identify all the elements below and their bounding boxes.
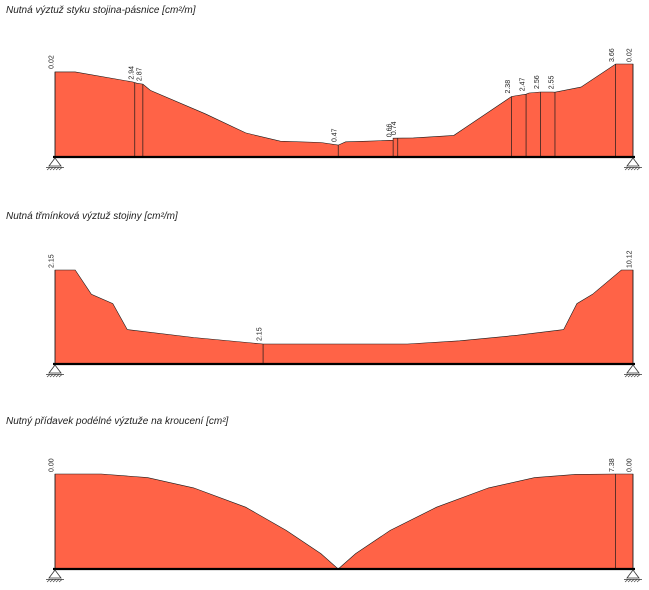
- value-label: 10.12: [627, 250, 634, 268]
- support-triangle: [48, 569, 62, 579]
- support-hatch: [58, 167, 63, 171]
- support-hatch: [49, 579, 54, 583]
- value-label: 0.02: [49, 55, 56, 69]
- value-label: 0.74: [391, 121, 398, 135]
- value-label: 2.87: [136, 67, 143, 81]
- value-label: 2.94: [128, 66, 135, 80]
- support-hatch: [58, 374, 63, 378]
- support-hatch: [630, 167, 635, 171]
- support-hatch: [55, 374, 60, 378]
- support-triangle: [626, 364, 640, 374]
- support-icon: [624, 569, 642, 583]
- diagram-area: [54, 269, 634, 365]
- value-label: 0.00: [49, 458, 56, 472]
- support-hatch: [624, 374, 629, 378]
- support-icon: [46, 157, 64, 171]
- support-icon: [624, 157, 642, 171]
- support-hatch: [624, 579, 629, 583]
- support-triangle: [626, 157, 640, 167]
- support-hatch: [627, 374, 632, 378]
- value-label: 0.66: [387, 123, 394, 137]
- value-label: 7.38: [609, 458, 616, 472]
- support-hatch: [49, 167, 54, 171]
- support-hatch: [46, 579, 51, 583]
- support-triangle: [626, 569, 640, 579]
- diagram-torsion-longitudinal-reinforcement: Nutný přídavek podélné výztuže na krouce…: [6, 416, 642, 583]
- support-hatch: [58, 579, 63, 583]
- value-label: 2.15: [49, 254, 56, 268]
- diagram-title: Nutný přídavek podélné výztuže na krouce…: [6, 416, 229, 427]
- value-label: 0.00: [627, 458, 634, 472]
- support-hatch: [630, 374, 635, 378]
- value-label: 2.47: [520, 78, 527, 92]
- support-hatch: [630, 579, 635, 583]
- value-label: 2.56: [534, 75, 541, 89]
- diagram-title: Nutná třmínková výztuž stojiny [cm²/m]: [6, 211, 178, 222]
- support-hatch: [627, 167, 632, 171]
- support-hatch: [633, 579, 638, 583]
- support-icon: [46, 569, 64, 583]
- support-hatch: [46, 167, 51, 171]
- support-hatch: [52, 374, 57, 378]
- support-icon: [46, 364, 64, 378]
- support-hatch: [49, 374, 54, 378]
- support-triangle: [48, 157, 62, 167]
- diagram-stirrup-reinforcement: Nutná třmínková výztuž stojiny [cm²/m] 2…: [6, 211, 642, 378]
- value-label: 2.38: [505, 80, 512, 94]
- support-hatch: [636, 167, 641, 171]
- value-label: 2.15: [257, 327, 264, 341]
- diagram-area: [54, 63, 634, 158]
- support-icon: [624, 364, 642, 378]
- support-hatch: [52, 167, 57, 171]
- value-label: 0.47: [332, 128, 339, 142]
- support-hatch: [627, 579, 632, 583]
- value-label: 2.55: [548, 75, 555, 89]
- support-hatch: [636, 374, 641, 378]
- diagram-area: [54, 473, 634, 570]
- support-hatch: [633, 374, 638, 378]
- support-hatch: [52, 579, 57, 583]
- support-hatch: [633, 167, 638, 171]
- value-label: 3.66: [609, 48, 616, 62]
- support-hatch: [55, 579, 60, 583]
- support-hatch: [636, 579, 641, 583]
- support-hatch: [55, 167, 60, 171]
- support-hatch: [624, 167, 629, 171]
- value-label: 0.02: [627, 48, 634, 62]
- diagram-flange-web-reinforcement: Nutná výztuž styku stojina-pásnice [cm²/…: [6, 5, 642, 171]
- diagram-title: Nutná výztuž styku stojina-pásnice [cm²/…: [6, 5, 196, 16]
- support-hatch: [46, 374, 51, 378]
- support-triangle: [48, 364, 62, 374]
